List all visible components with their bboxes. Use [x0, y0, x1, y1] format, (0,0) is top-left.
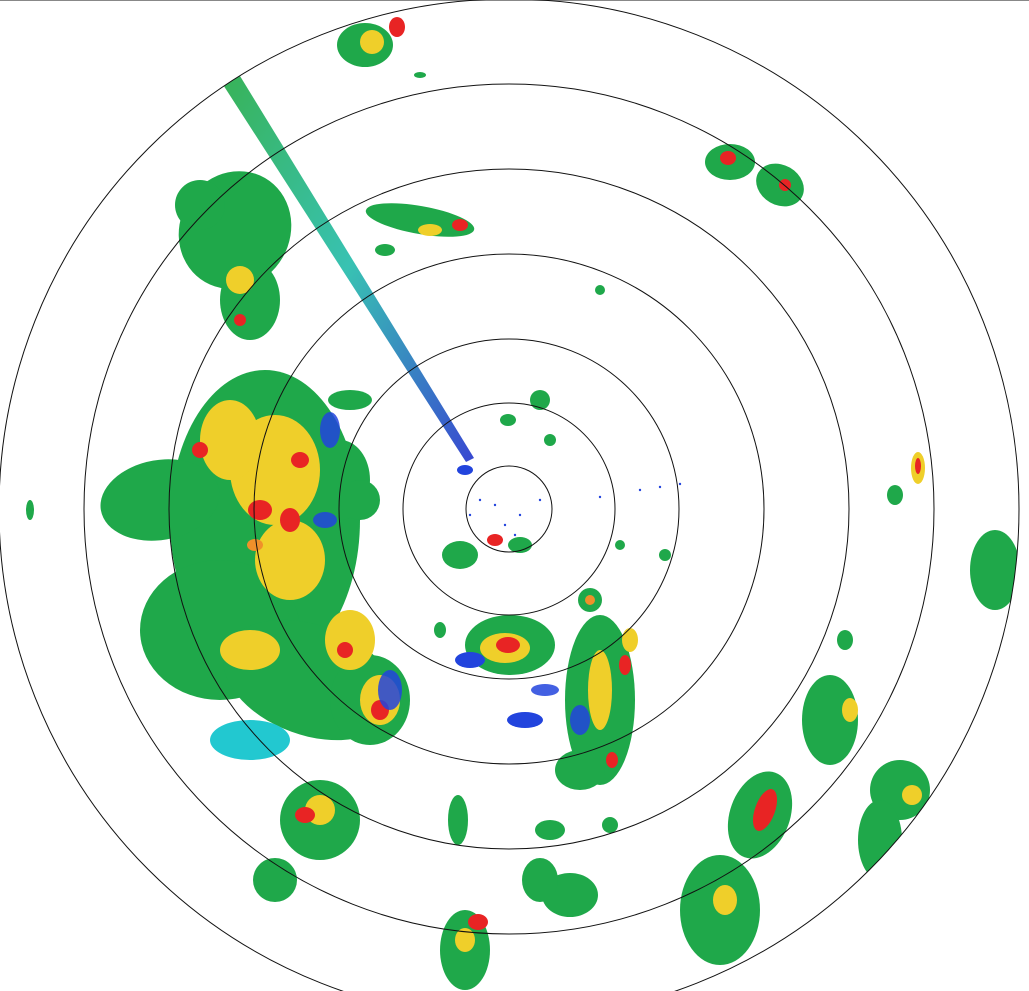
echo-cell — [530, 390, 550, 410]
echo-cell — [595, 285, 605, 295]
echo-cell — [837, 630, 853, 650]
echo-cell — [248, 500, 272, 520]
echo-edge — [531, 684, 559, 696]
range-ring — [83, 83, 935, 935]
echo-cell — [544, 434, 556, 446]
echo-cell — [585, 595, 595, 605]
echo-cell — [622, 628, 638, 652]
echo-cell — [375, 244, 395, 256]
echo-cell — [280, 508, 300, 532]
echo-cell — [100, 459, 220, 541]
echo-cell — [455, 652, 485, 668]
echo-cell — [365, 203, 475, 237]
echo-cell — [887, 485, 903, 505]
echo-cell — [970, 530, 1019, 610]
echo-edge — [378, 670, 402, 710]
echo-cell — [455, 928, 475, 952]
echo-cell — [507, 712, 543, 728]
echo-cell — [452, 219, 468, 231]
echo-cell — [752, 789, 778, 831]
echo-cell — [500, 414, 516, 426]
echo-cell — [200, 400, 260, 480]
echo-cell — [234, 314, 246, 326]
echo-cell — [418, 224, 442, 236]
echo-cell — [602, 817, 618, 833]
echo-cell — [588, 650, 612, 730]
echo-cell — [496, 637, 520, 653]
echo-cell — [457, 465, 473, 475]
echo-cell — [340, 480, 380, 520]
range-ring — [338, 338, 680, 680]
echo-cell — [325, 610, 375, 670]
clutter-dot — [513, 533, 517, 537]
echo-cell — [842, 698, 858, 722]
echo-cell — [247, 539, 263, 551]
echo-cell — [253, 858, 297, 902]
echo-cell — [210, 720, 290, 760]
echo-cell — [902, 785, 922, 805]
echo-cell — [858, 800, 902, 880]
echo-cell — [328, 390, 372, 410]
echo-cell — [255, 520, 325, 600]
echo-cell — [220, 630, 280, 670]
echo-cell — [295, 807, 315, 823]
clutter-dot — [518, 513, 522, 517]
clutter-dot — [638, 488, 642, 492]
echo-cell — [175, 180, 225, 230]
echo-cell — [713, 885, 737, 915]
clutter-dot — [598, 495, 602, 499]
echo-cell — [291, 452, 309, 468]
echo-cell — [555, 750, 605, 790]
echo-cell — [606, 752, 618, 768]
range-ring — [168, 168, 850, 850]
echo-cell — [448, 795, 468, 845]
clutter-dot — [503, 523, 507, 527]
range-ring — [465, 465, 553, 553]
echo-edge — [313, 512, 337, 528]
echo-cell — [659, 549, 671, 561]
clutter-dot — [538, 498, 542, 502]
echo-edge — [320, 412, 340, 448]
echo-edge — [570, 705, 590, 735]
echo-cell — [389, 17, 405, 37]
echo-cell — [434, 622, 446, 638]
clutter-dot — [658, 485, 662, 489]
echo-cell — [226, 266, 254, 294]
clutter-dot — [678, 482, 682, 486]
clutter-dot — [493, 503, 497, 507]
echo-cell — [442, 541, 478, 569]
echo-cell — [522, 858, 558, 902]
echo-cell — [337, 642, 353, 658]
echo-cell — [192, 442, 208, 458]
echo-cell — [720, 151, 736, 165]
echo-cell — [360, 30, 384, 54]
echo-cell — [615, 540, 625, 550]
echo-cell — [535, 820, 565, 840]
radar-spoke — [220, 76, 474, 462]
echo-cell — [915, 458, 921, 474]
echo-cell — [619, 655, 631, 675]
range-ring — [402, 402, 616, 616]
echo-layer — [26, 17, 1019, 990]
echo-cell — [802, 675, 858, 765]
clutter-dot — [478, 498, 482, 502]
echo-cell — [487, 534, 503, 546]
echo-cell — [414, 72, 426, 78]
clutter-dot — [468, 513, 472, 517]
echo-cell — [468, 914, 488, 930]
range-ring — [253, 253, 765, 765]
echo-cell — [26, 500, 34, 520]
